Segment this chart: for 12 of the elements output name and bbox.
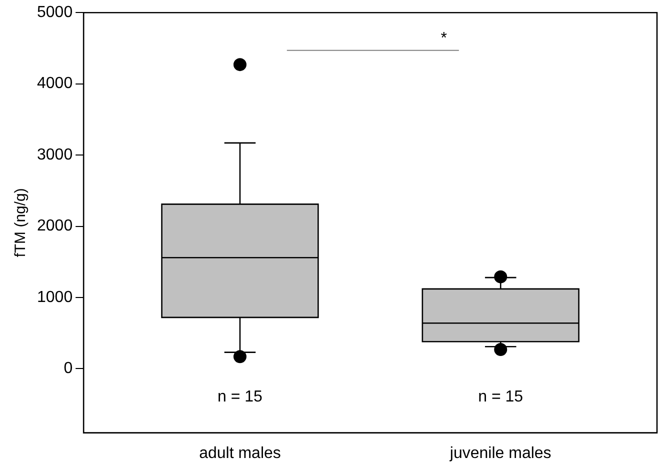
y-tick-label: 2000 <box>37 218 73 235</box>
annotation: * <box>440 30 448 47</box>
y-tick-label: 4000 <box>37 75 73 92</box>
y-axis-title: fTM (ng/g) <box>12 188 30 258</box>
y-tick-label: 3000 <box>37 146 73 164</box>
y-tick-label: 5000 <box>37 4 73 22</box>
x-tick-label: adult males <box>199 444 281 462</box>
x-tick-label: juvenile males <box>448 444 552 462</box>
y-tick-label: 0 <box>64 360 73 378</box>
annotation: n = 15 <box>478 388 524 406</box>
annotation: n = 15 <box>218 388 263 406</box>
y-tick-label: 1000 <box>37 288 73 306</box>
